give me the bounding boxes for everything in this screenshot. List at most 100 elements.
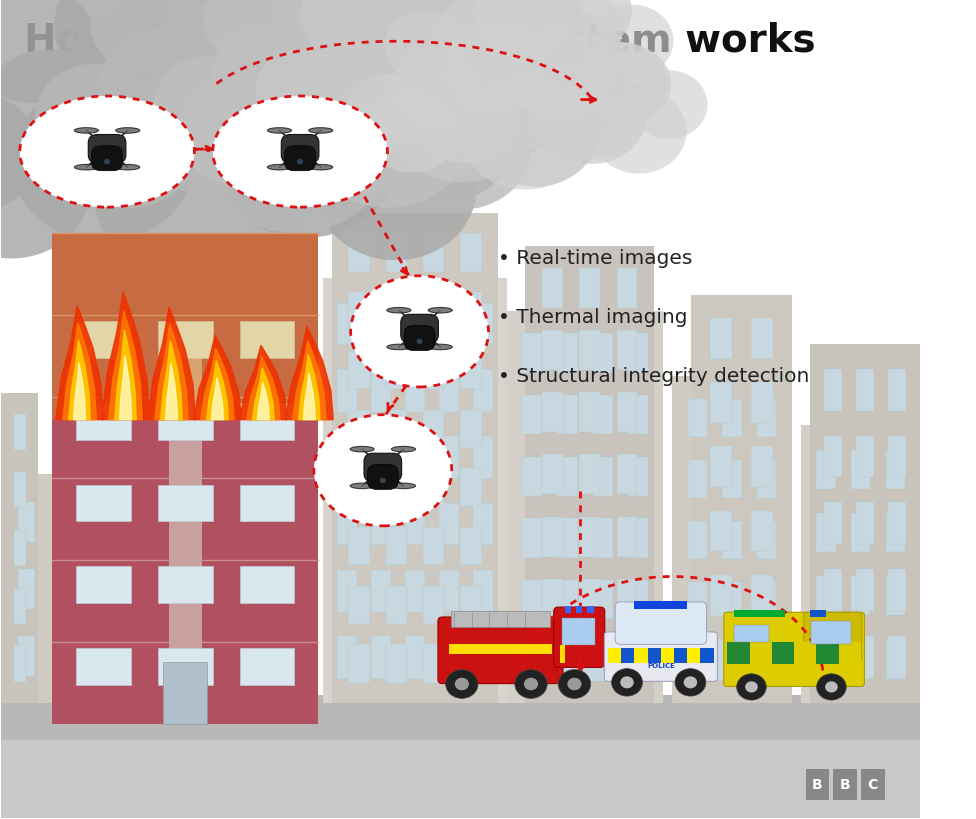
Circle shape	[474, 0, 576, 61]
Bar	[158, 404, 213, 440]
Bar	[617, 579, 637, 619]
Circle shape	[54, 0, 212, 97]
Bar	[579, 269, 600, 309]
Circle shape	[297, 160, 304, 165]
Bar	[461, 527, 482, 565]
Bar	[576, 606, 583, 613]
Bar	[856, 369, 874, 411]
Bar	[405, 636, 425, 679]
Circle shape	[166, 0, 303, 70]
Bar	[560, 645, 565, 663]
Circle shape	[302, 56, 473, 208]
Polygon shape	[68, 341, 90, 420]
Circle shape	[612, 669, 642, 696]
Ellipse shape	[428, 345, 452, 351]
Bar	[710, 575, 732, 616]
Bar	[727, 642, 750, 664]
Circle shape	[507, 25, 616, 122]
Bar	[688, 581, 707, 620]
Bar	[751, 639, 773, 680]
Bar	[688, 400, 707, 437]
Bar	[423, 468, 444, 507]
Circle shape	[393, 0, 512, 70]
Bar	[371, 570, 391, 613]
Circle shape	[630, 71, 708, 140]
Bar	[751, 319, 773, 360]
Bar	[888, 570, 907, 612]
Bar	[386, 527, 407, 565]
Bar	[722, 581, 742, 620]
Circle shape	[514, 670, 548, 699]
Text: B: B	[812, 777, 823, 791]
Circle shape	[385, 12, 463, 82]
Bar	[542, 269, 562, 309]
Circle shape	[362, 0, 507, 120]
Circle shape	[455, 678, 468, 690]
Polygon shape	[293, 341, 326, 420]
Bar	[461, 234, 482, 272]
Bar	[825, 636, 842, 678]
Bar	[423, 410, 444, 448]
Bar	[722, 400, 742, 437]
Circle shape	[267, 0, 428, 134]
Circle shape	[64, 2, 242, 161]
Bar	[816, 640, 835, 679]
Bar	[617, 641, 637, 681]
Bar	[628, 518, 648, 558]
FancyBboxPatch shape	[367, 465, 398, 490]
Bar	[794, 642, 816, 664]
Bar	[825, 570, 842, 612]
Circle shape	[271, 0, 393, 61]
Polygon shape	[56, 306, 103, 420]
Ellipse shape	[213, 97, 387, 208]
Polygon shape	[115, 331, 137, 420]
Circle shape	[460, 74, 591, 190]
Bar	[579, 579, 600, 619]
Bar	[810, 344, 920, 704]
Polygon shape	[253, 369, 274, 420]
Bar	[158, 322, 213, 359]
FancyBboxPatch shape	[88, 135, 126, 164]
Bar	[816, 642, 838, 664]
Ellipse shape	[116, 129, 140, 134]
Bar	[722, 460, 742, 499]
Bar	[557, 396, 578, 435]
Bar	[710, 639, 732, 680]
Bar	[701, 649, 713, 663]
Circle shape	[222, 0, 370, 43]
Bar	[240, 567, 295, 604]
Bar	[14, 588, 25, 624]
Bar	[386, 410, 407, 448]
Bar	[617, 392, 637, 432]
Polygon shape	[147, 308, 195, 420]
Polygon shape	[166, 364, 178, 420]
Circle shape	[359, 0, 467, 53]
Bar	[525, 247, 654, 704]
Bar	[592, 457, 613, 496]
Bar	[423, 586, 444, 624]
Circle shape	[330, 43, 454, 152]
Bar	[751, 575, 773, 616]
Bar	[76, 567, 131, 604]
Ellipse shape	[308, 165, 333, 170]
Circle shape	[621, 676, 633, 689]
Bar	[405, 570, 425, 613]
Polygon shape	[299, 355, 320, 420]
Ellipse shape	[267, 129, 292, 134]
Bar	[816, 577, 835, 616]
Bar	[710, 447, 732, 487]
Bar	[1, 704, 920, 817]
Bar	[579, 517, 600, 557]
Circle shape	[416, 339, 423, 345]
Circle shape	[537, 66, 647, 165]
Bar	[557, 642, 578, 681]
Bar	[628, 580, 648, 619]
Bar	[722, 521, 742, 559]
Bar	[592, 518, 613, 558]
Ellipse shape	[350, 277, 489, 387]
Bar	[348, 351, 370, 390]
Bar	[542, 641, 562, 681]
Bar	[757, 581, 777, 620]
Circle shape	[12, 81, 193, 243]
Ellipse shape	[308, 129, 333, 134]
